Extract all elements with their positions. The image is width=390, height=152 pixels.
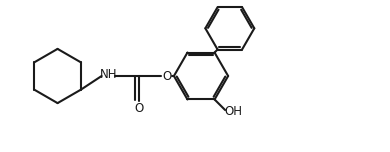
Text: O: O — [135, 102, 144, 114]
Text: OH: OH — [224, 105, 243, 118]
Text: O: O — [162, 69, 171, 83]
Text: NH: NH — [100, 68, 117, 81]
